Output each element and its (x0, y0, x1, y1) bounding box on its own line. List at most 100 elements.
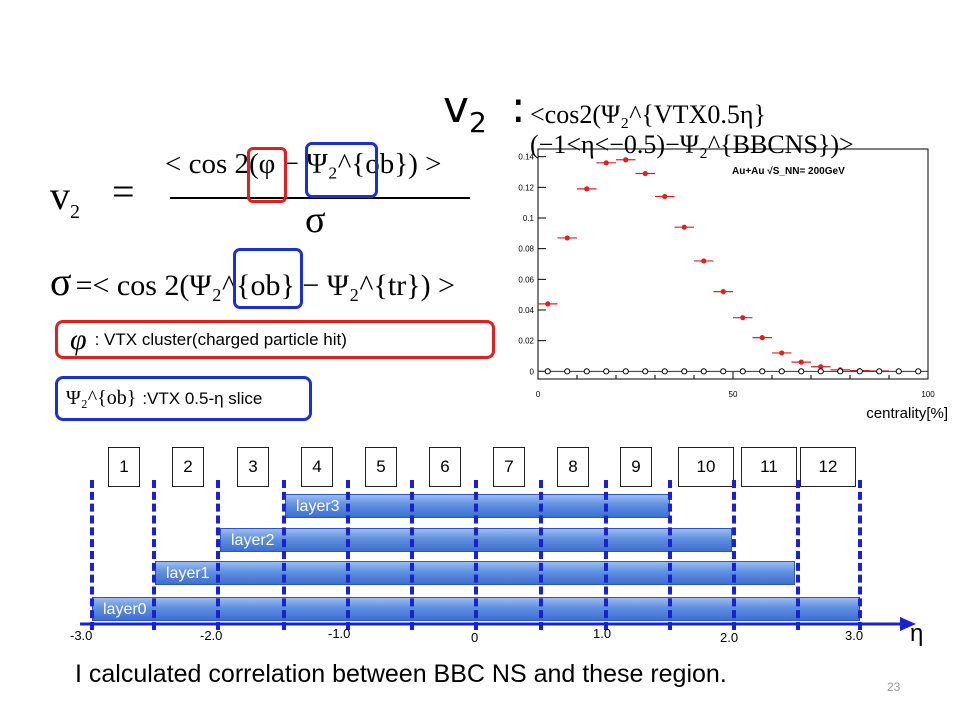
data-point-open (642, 368, 649, 375)
eta-divider (858, 480, 862, 630)
eta-divider (282, 480, 286, 630)
data-point (642, 170, 648, 177)
v2-centrality-chart: 0 0.02 0.04 0.06 0.08 0.1 0.12 0.14 0 50 100 Au+Au … (518, 148, 948, 422)
y-tick-label: 0.04 (518, 306, 534, 315)
eta-tick-label: 0 (471, 630, 479, 645)
eta-axis-label: η (910, 620, 924, 647)
y-tick-label: 0 (530, 367, 535, 376)
plot-frame (537, 148, 929, 380)
data-point-open (778, 368, 785, 375)
eta-box-2: 2 (172, 447, 204, 487)
layer2-label: layer2 (231, 532, 275, 549)
eta-box-6: 6 (429, 447, 461, 487)
psi-ob-highlight-2 (233, 248, 303, 309)
eta-box-1: 1 (108, 447, 140, 487)
data-point-open (681, 368, 688, 375)
eta-tick-label: 1.0 (593, 626, 612, 641)
layer1-label: layer1 (166, 565, 210, 582)
data-point (662, 193, 668, 200)
fraction-line (170, 197, 470, 199)
eta-box-3: 3 (237, 447, 269, 487)
y-tick-label: 0.14 (518, 153, 534, 162)
eta-divider (152, 480, 156, 630)
chart-annotation: Au+Au √S_NN= 200GeV (732, 166, 845, 177)
eta-box-9: 9 (620, 447, 652, 487)
eta-tick-label: -3.0 (70, 628, 93, 643)
title-v: v (443, 82, 470, 133)
data-point-open (817, 368, 824, 375)
eta-divider (539, 480, 543, 630)
x-tick-label: 0 (536, 390, 541, 399)
psi-description: :VTX 0.5-η slice (142, 388, 263, 408)
eta-box-8: 8 (557, 447, 589, 487)
eta-axis-arrowhead (900, 617, 916, 631)
y-tick-label: 0.02 (518, 337, 534, 346)
eq1-denominator: σ (305, 199, 326, 241)
eta-divider (474, 480, 478, 630)
equation-v2: v2 = < cos 2(φ − Ψ₂^{ob}) > σ (50, 140, 470, 255)
eta-box-11: 11 (741, 447, 797, 487)
eta-divider (90, 480, 94, 630)
data-point-open (837, 368, 844, 375)
conclusion-text: I calculated correlation between BBC NS … (75, 660, 727, 688)
eq2-lhs: σ (50, 259, 72, 304)
eta-divider (796, 480, 800, 630)
data-point-open (661, 368, 668, 375)
data-point (740, 315, 746, 321)
psi-symbol: Ψ₂^{ob} (66, 387, 137, 409)
slide-title: v2 : (443, 82, 526, 139)
data-point-open (544, 368, 551, 375)
eta-tick-label: 3.0 (845, 628, 864, 643)
data-point-open (915, 368, 922, 375)
eta-box-12: 12 (800, 447, 856, 487)
y-tick-label: 0.08 (518, 245, 534, 254)
data-point (681, 224, 687, 230)
data-point-open (720, 368, 727, 375)
title-sub: 2 (469, 105, 487, 139)
eq1-lhs-v: v (50, 173, 70, 218)
phi-highlight (247, 147, 287, 203)
eta-divider (216, 480, 220, 630)
data-point-open (856, 368, 863, 375)
equation-sigma: σ =< cos 2(Ψ₂^{ob} − Ψ₂^{tr}) > (50, 258, 455, 305)
layer3-label: layer3 (296, 498, 340, 515)
data-point (798, 359, 804, 365)
data-point (545, 301, 551, 307)
psi-legend: Ψ₂^{ob} :VTX 0.5-η slice (55, 376, 312, 421)
data-point-open (603, 368, 610, 375)
data-point (623, 157, 629, 163)
data-point-open (895, 368, 902, 375)
data-point-open (876, 368, 883, 375)
eta-axis (80, 617, 916, 631)
data-point-open (759, 368, 766, 375)
data-point (603, 160, 609, 166)
title-colon: : (510, 82, 526, 133)
eta-divider (732, 480, 736, 630)
layer0-label: layer0 (103, 601, 147, 618)
eq1-lhs: v2 (50, 172, 80, 224)
data-point-open (798, 368, 805, 375)
eta-box-5: 5 (365, 447, 397, 487)
page-number: 23 (887, 680, 901, 694)
top-formula-text: <cos2(Ψ₂^{VTX0.5η}(−1<η<−0.5)−Ψ₂^{BBCNS}… (530, 100, 854, 159)
psi-ob-highlight-1 (305, 142, 378, 198)
data-point (779, 350, 785, 356)
top-formula: <cos2(Ψ₂^{VTX0.5η}(−1<η<−0.5)−Ψ₂^{BBCNS}… (530, 100, 960, 160)
eta-box-4: 4 (301, 447, 333, 487)
x-axis-label: centrality[%] (866, 405, 948, 422)
y-tick-label: 0.06 (518, 275, 534, 284)
eta-divider (668, 480, 672, 630)
data-point-open (564, 368, 571, 375)
eta-tick-label: 2.0 (720, 630, 739, 645)
eta-divider (410, 480, 414, 630)
x-tick-label: 50 (729, 390, 738, 399)
eq1-numerator: < cos 2(φ − Ψ₂^{ob}) > (165, 148, 442, 180)
data-point-open (583, 368, 590, 375)
eta-tick-label: -1.0 (328, 626, 351, 641)
eq1-equals: = (112, 169, 135, 214)
eta-tick-label: -2.0 (200, 628, 223, 643)
data-point (759, 335, 765, 341)
data-point-open (622, 368, 629, 375)
eq1-lhs-sub: 2 (70, 201, 80, 223)
y-tick-label: 0.12 (518, 183, 534, 192)
